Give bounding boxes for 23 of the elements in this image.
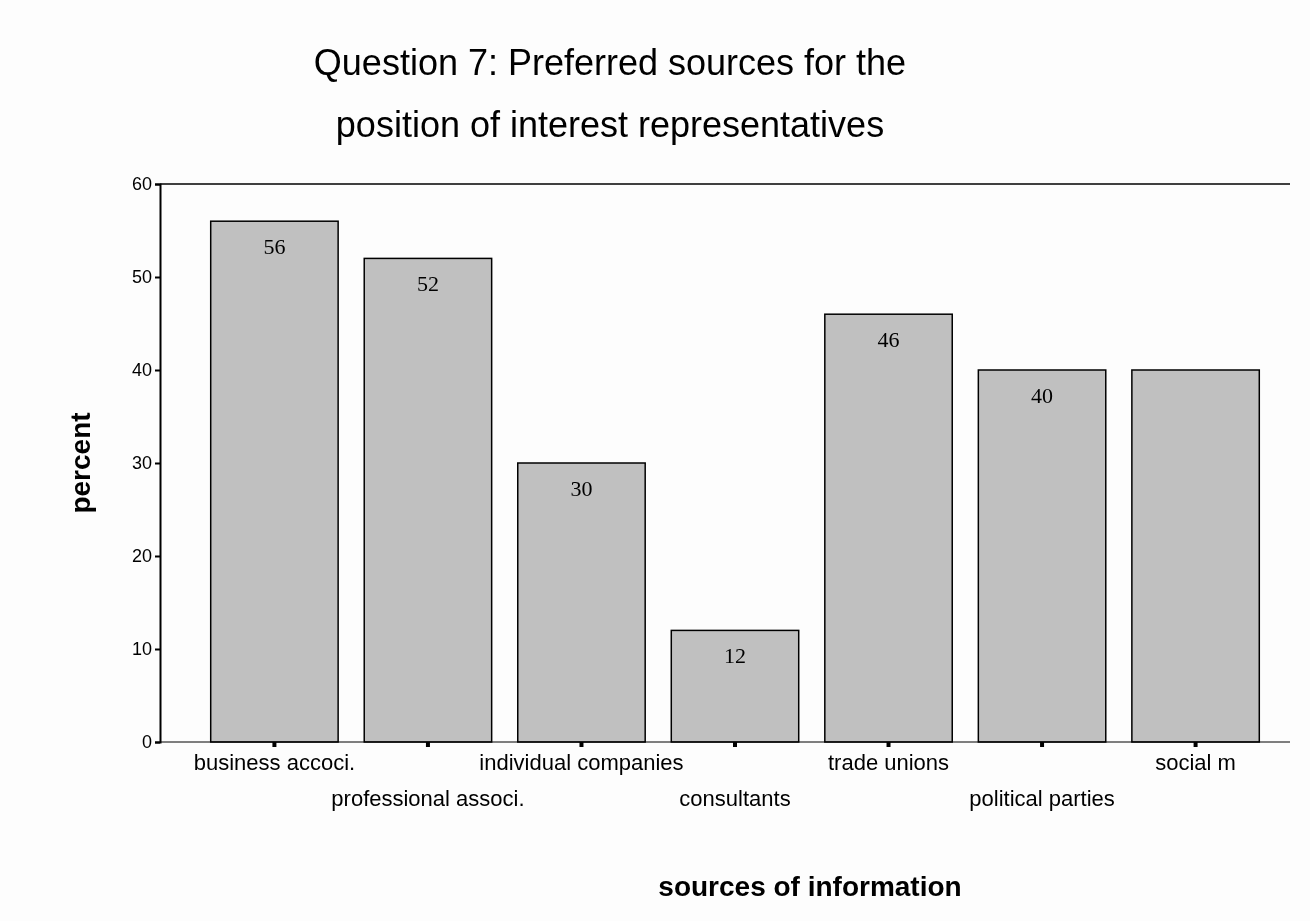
y-tick-label: 20 [131,546,152,567]
x-tick-label: consultants [679,786,791,812]
data-label: 30 [570,476,593,501]
data-label: 40 [1031,383,1054,408]
x-axis-title: sources of information [658,871,962,902]
y-tick-label: 10 [131,639,152,660]
y-tick-label: 0 [141,732,152,753]
y-axis-title: percent [65,412,96,514]
x-tick-label: social m [1155,749,1236,775]
x-tick-label: trade unions [827,749,950,775]
data-label: 52 [416,271,439,297]
chart-title: Question 7: Preferred sources for the position of interest representatives [313,42,907,145]
y-tick-label: 50 [131,267,152,288]
x-tick-label: individual companies [479,749,684,775]
x-tick-label: political parties [969,786,1115,812]
y-tick-label: 40 [131,360,152,381]
data-label: 46 [877,327,900,353]
data-label: 12 [724,643,746,669]
y-tick-label: 60 [131,174,152,195]
y-tick-label: 30 [131,453,152,474]
data-label: 56 [263,234,286,260]
x-tick-label: business accoci. [193,749,356,775]
x-tick-label: professional associ. [331,786,525,812]
